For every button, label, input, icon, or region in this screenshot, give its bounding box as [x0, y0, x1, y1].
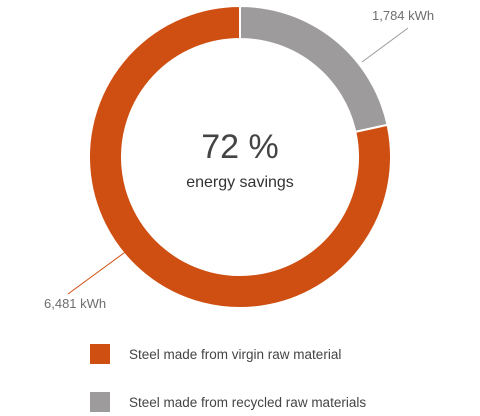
leader-lines [67, 27, 409, 295]
legend-label-virgin: Steel made from virgin raw material [129, 346, 342, 362]
leader-line-virgin [67, 249, 129, 295]
leader-line-recycled [361, 27, 409, 63]
slice-label-virgin: 6,481 kWh [44, 296, 106, 311]
legend-swatch-recycled [90, 392, 110, 412]
slice-label-recycled: 1,784 kWh [372, 8, 434, 23]
legend-label-recycled: Steel made from recycled raw materials [129, 394, 367, 410]
legend-item-recycled: Steel made from recycled raw materials [90, 392, 366, 412]
slice-recycled [239, 4, 389, 134]
legend-item-virgin: Steel made from virgin raw material [90, 344, 341, 364]
donut-chart: 1,784 kWh 6,481 kWh 72 % energy savings [44, 4, 434, 311]
donut-slices [88, 4, 392, 309]
legend-swatch-virgin [90, 344, 110, 364]
slice-virgin [88, 4, 392, 309]
center-caption: energy savings [186, 174, 294, 191]
center-value: 72 % [201, 128, 279, 166]
